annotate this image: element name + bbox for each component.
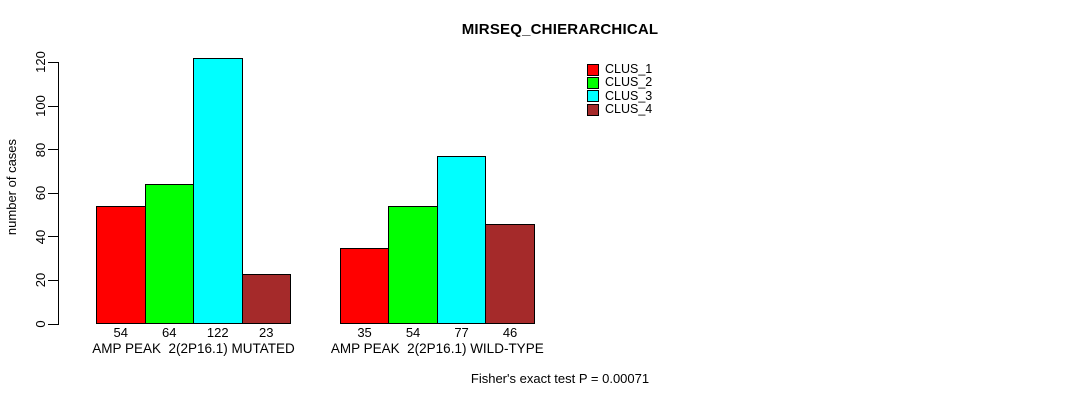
y-axis-tick	[48, 61, 58, 63]
bar-value-label: 23	[259, 325, 274, 340]
y-axis-tick-label: 100	[32, 95, 48, 117]
footer-annotation: Fisher's exact test P = 0.00071	[470, 371, 650, 386]
legend-swatch	[587, 103, 599, 116]
legend-label: CLUS_1	[605, 62, 653, 77]
legend-label: CLUS_2	[605, 75, 653, 90]
bar-clus_4	[241, 273, 291, 324]
y-axis-tick-label: 40	[32, 229, 48, 245]
y-axis-tick	[48, 279, 58, 281]
bar-clus_3	[436, 156, 487, 324]
y-axis-line	[58, 62, 59, 325]
category-label: AMP PEAK 2(2P16.1) WILD-TYPE	[330, 341, 544, 356]
category-label: AMP PEAK 2(2P16.1) MUTATED	[92, 341, 295, 356]
legend-swatch	[587, 63, 599, 76]
bar-value-label: 54	[113, 325, 128, 340]
legend-item: CLUS_2	[587, 76, 652, 89]
bar-value-label: 46	[502, 325, 518, 340]
y-axis-tick-label: 80	[32, 142, 48, 157]
bar-clus_4	[485, 223, 535, 324]
y-axis-label: number of cases	[4, 138, 19, 236]
bar-clus_2	[144, 184, 194, 324]
legend: CLUS_1 CLUS_2 CLUS_3 CLUS_4	[587, 63, 652, 116]
bar-clus_1	[96, 206, 146, 324]
y-axis-tick	[48, 236, 58, 238]
bar-value-label: 35	[357, 325, 372, 340]
y-axis-tick-label: 60	[32, 185, 48, 201]
y-axis-tick-label: 120	[32, 51, 48, 74]
legend-label: CLUS_4	[605, 102, 653, 117]
bar-value-label: 77	[454, 325, 469, 340]
y-axis-tick	[48, 149, 58, 151]
y-axis-tick	[48, 192, 58, 194]
bar-value-label: 64	[162, 325, 177, 340]
bar-value-label: 54	[405, 325, 421, 340]
bar-clus_1	[339, 247, 390, 324]
y-axis-tick	[48, 323, 58, 325]
legend-item: CLUS_3	[587, 88, 653, 103]
bar-clus_2	[388, 206, 438, 324]
legend-label: CLUS_3	[605, 88, 653, 103]
bar-clus_3	[193, 58, 243, 324]
legend-swatch	[587, 90, 599, 103]
legend-swatch	[587, 76, 599, 89]
y-axis-tick-label: 20	[32, 273, 48, 288]
legend-item: CLUS_1	[587, 63, 652, 76]
bar-value-label: 122	[206, 325, 229, 340]
y-axis-tick	[48, 105, 58, 107]
y-axis-tick-label: 0	[32, 320, 48, 328]
chart-title: MIRSEQ_CHIERARCHICAL	[461, 21, 659, 38]
legend-item: CLUS_4	[587, 103, 652, 116]
